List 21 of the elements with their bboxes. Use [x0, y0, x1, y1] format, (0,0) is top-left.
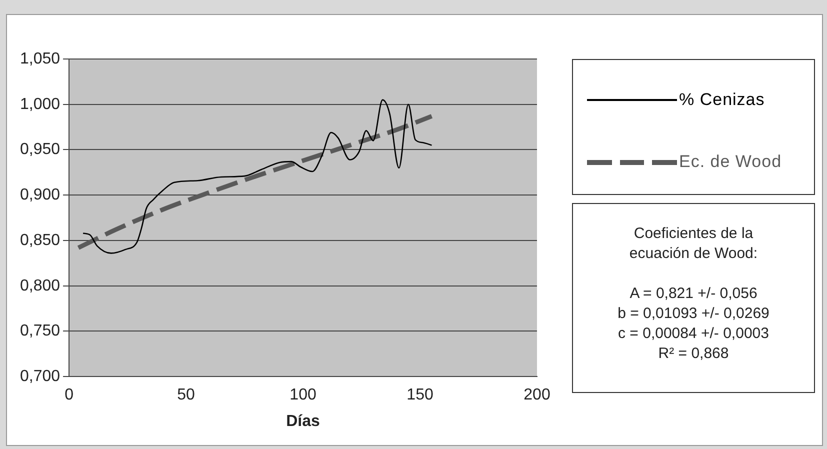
y-tick-label: 0,950 [20, 141, 60, 158]
x-tick-label: 50 [177, 386, 196, 404]
text: c = 0,00084 +/- 0,0003 [617, 324, 770, 344]
y-tick-label: 1,000 [20, 96, 60, 113]
text: b = 0,01093 +/- 0,0269 [616, 304, 770, 324]
x-axis-title: Días [286, 412, 320, 430]
y-tick-label: 0,750 [20, 322, 60, 340]
x-tick-label: 200 [524, 386, 550, 404]
y-tick-label: 1,050 [20, 50, 60, 68]
text: Coeficientes de la ecuación de Wood: [628, 224, 759, 264]
y-tick-label: 0,800 [20, 277, 60, 294]
x-tick-label: 0 [64, 386, 74, 404]
text: % Cenizas [679, 90, 765, 110]
text: A = 0,821 +/- 0,056 [628, 284, 758, 304]
x-tick-label: 100 [290, 386, 316, 404]
y-tick-label: 0,900 [20, 186, 60, 204]
y-tick-label: 0,850 [20, 232, 60, 249]
text: R² = 0,868 [657, 344, 730, 364]
legend-label: Ec. de Wood [679, 152, 782, 172]
x-tick-label: 150 [406, 386, 434, 404]
y-tick-label: 0,700 [20, 368, 60, 386]
